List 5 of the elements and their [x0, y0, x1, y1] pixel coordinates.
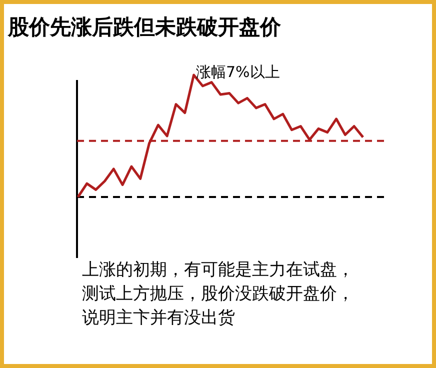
- annotation: 涨幅7%以上: [196, 63, 280, 81]
- annotation: 说明主卞并有没出货: [82, 308, 235, 328]
- title: 股价先涨后跌但未跌破开盘价: [8, 15, 281, 39]
- annotation: 上涨的初期，有可能是主力在试盘，: [82, 260, 354, 280]
- annotation: 测试上方抛压，股价没跌破开盘价，: [82, 284, 354, 304]
